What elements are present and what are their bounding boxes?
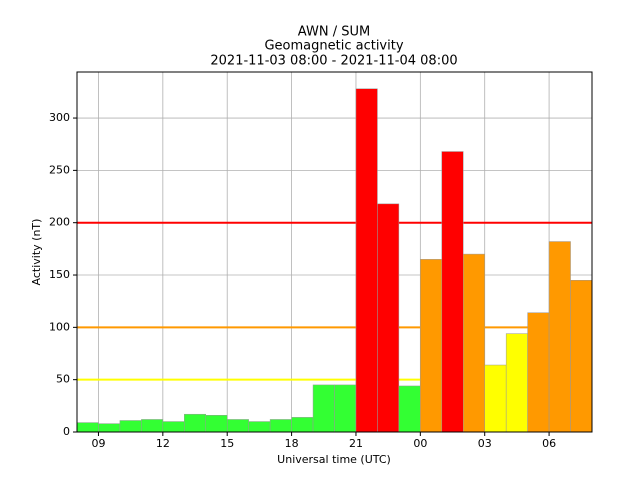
bar	[548, 241, 571, 433]
x-tick-label: 12	[156, 437, 170, 450]
x-tick-label: 21	[349, 437, 363, 450]
bar	[505, 333, 528, 433]
y-tick-label: 50	[56, 373, 70, 386]
y-tick-label: 0	[63, 425, 70, 438]
bar	[162, 421, 185, 433]
x-axis-label: Universal time (UTC)	[277, 453, 391, 466]
y-tick-label: 200	[49, 216, 70, 229]
chart-title: AWN / SUM	[298, 25, 370, 40]
y-axis-label: Activity (nT)	[30, 219, 43, 286]
chart-title: 2021-11-03 08:00 - 2021-11-04 08:00	[210, 54, 457, 69]
bar	[398, 385, 421, 433]
bar	[463, 253, 485, 433]
x-tick-label: 18	[285, 437, 299, 450]
x-tick-label: 00	[413, 437, 427, 450]
bar	[441, 151, 464, 433]
bar	[527, 312, 550, 433]
bar	[141, 419, 164, 433]
bar	[355, 88, 378, 433]
bar	[184, 413, 207, 433]
bar	[119, 420, 142, 433]
y-tick-label: 250	[49, 163, 70, 176]
bar	[205, 415, 228, 433]
x-tick-label: 09	[91, 437, 105, 450]
y-tick-label: 100	[49, 320, 70, 333]
bar	[334, 384, 357, 433]
bar	[269, 419, 292, 433]
bar	[484, 364, 507, 433]
y-tick-label: 300	[49, 111, 70, 124]
x-tick-label: 15	[220, 437, 234, 450]
bar	[570, 280, 593, 433]
bar	[312, 384, 335, 433]
bar	[377, 203, 400, 433]
bar	[76, 422, 99, 433]
plot-frame	[76, 71, 593, 433]
chart-title: Geomagnetic activity	[264, 39, 403, 54]
y-tick-label: 150	[49, 268, 70, 281]
bar	[248, 421, 271, 433]
bar	[291, 417, 314, 433]
bar	[98, 423, 121, 433]
x-tick-label: 06	[542, 437, 556, 450]
x-tick-label: 03	[478, 437, 492, 450]
bar	[420, 259, 443, 433]
bar	[226, 419, 249, 433]
